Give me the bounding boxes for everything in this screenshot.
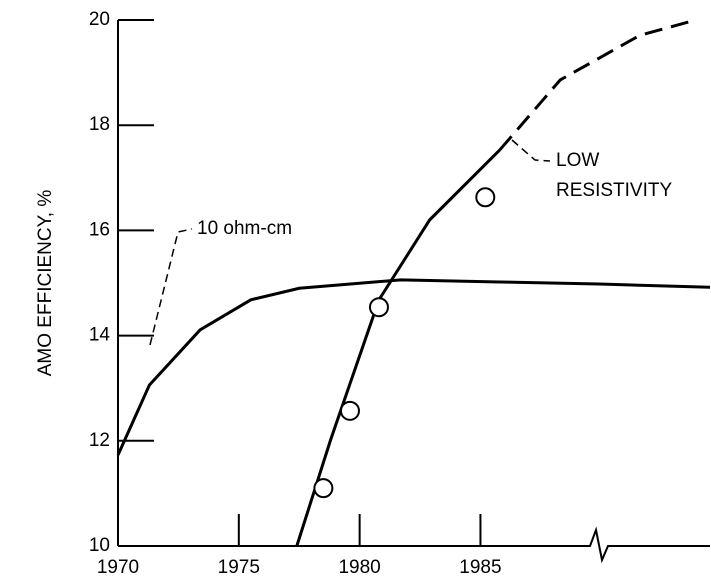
annotation: RESISTIVITY <box>556 180 672 201</box>
data-point <box>339 400 360 421</box>
y-tick-label: 12 <box>89 430 110 451</box>
data-point <box>313 478 334 499</box>
y-tick-label: 10 <box>89 535 110 556</box>
y-tick-label: 16 <box>89 219 110 240</box>
x-tick-label: 1970 <box>97 557 139 578</box>
leader-line <box>511 139 551 162</box>
annotation: 10 ohm-cm <box>197 218 292 239</box>
y-tick-label: 14 <box>89 325 111 346</box>
y-tick-label: 20 <box>89 9 110 30</box>
data-point <box>475 187 496 208</box>
x-tick-label: 1985 <box>459 557 501 578</box>
line-series <box>116 278 711 456</box>
leader-line <box>149 228 193 346</box>
annotation: LOW <box>556 150 599 171</box>
y-axis-label: AMO EFFICIENCY, % <box>35 190 56 377</box>
y-tick-label: 18 <box>89 114 110 135</box>
data-point <box>368 297 389 318</box>
x-tick-label: 1975 <box>218 557 260 578</box>
x-tick-label: 1980 <box>338 557 380 578</box>
line-series <box>498 20 689 151</box>
axis-break <box>576 526 710 564</box>
